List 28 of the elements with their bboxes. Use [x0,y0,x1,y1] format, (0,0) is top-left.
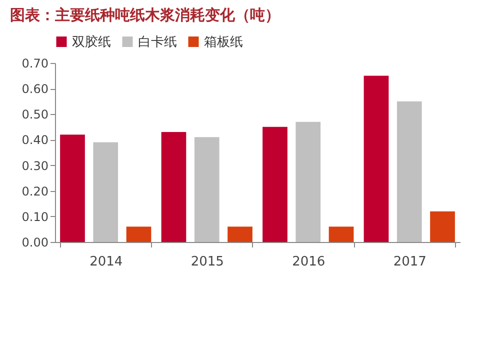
legend-label: 白卡纸 [138,34,177,50]
y-tick-label: 0.00 [22,236,48,250]
y-tick-label: 0.50 [22,108,48,122]
x-tick-label: 2014 [90,254,123,270]
bar [296,122,321,242]
legend-label: 箱板纸 [204,34,243,50]
y-tick-label: 0.70 [22,56,48,70]
legend-label: 双胶纸 [72,34,111,50]
bar [161,132,186,242]
y-tick-label: 0.10 [22,210,48,224]
bar [328,226,354,242]
bar [126,226,152,242]
y-tick-label: 0.60 [22,82,48,96]
chart-title: 图表：主要纸种吨纸木浆消耗变化（吨） [10,6,280,24]
y-tick-label: 0.40 [22,133,48,148]
bar [228,226,252,242]
bar [364,76,389,242]
y-tick-label: 0.20 [22,184,48,198]
bar [396,101,422,242]
bar [60,134,85,242]
bar [430,211,455,242]
bar [194,137,220,242]
bar [93,142,118,242]
y-tick-label: 0.30 [22,158,48,173]
bar [262,126,288,242]
x-tick-label: 2016 [292,254,326,270]
x-tick-label: 2017 [393,254,426,270]
x-tick-label: 2015 [190,254,224,270]
